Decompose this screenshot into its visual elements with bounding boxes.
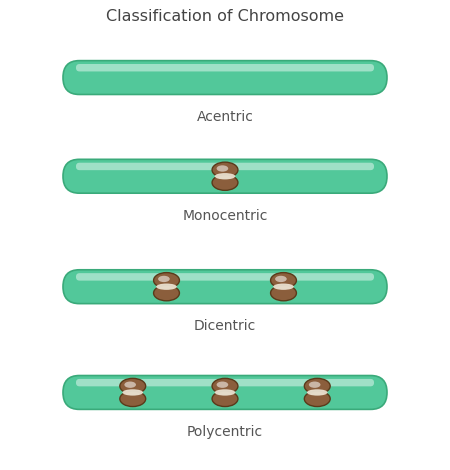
FancyBboxPatch shape xyxy=(76,273,374,281)
Ellipse shape xyxy=(270,285,297,301)
Ellipse shape xyxy=(309,382,320,388)
Ellipse shape xyxy=(304,391,330,407)
Ellipse shape xyxy=(212,162,238,178)
Ellipse shape xyxy=(153,273,180,288)
FancyBboxPatch shape xyxy=(63,159,387,193)
FancyBboxPatch shape xyxy=(76,64,374,71)
FancyBboxPatch shape xyxy=(63,61,387,94)
Ellipse shape xyxy=(212,378,238,394)
Text: Monocentric: Monocentric xyxy=(182,209,268,223)
FancyBboxPatch shape xyxy=(63,270,387,304)
Ellipse shape xyxy=(216,382,228,388)
Ellipse shape xyxy=(212,175,238,190)
Ellipse shape xyxy=(215,173,235,180)
FancyBboxPatch shape xyxy=(76,163,374,170)
Ellipse shape xyxy=(275,276,287,282)
Text: Classification of Chromosome: Classification of Chromosome xyxy=(106,9,344,24)
Ellipse shape xyxy=(158,276,170,282)
Ellipse shape xyxy=(153,285,180,301)
FancyBboxPatch shape xyxy=(63,376,387,409)
Ellipse shape xyxy=(270,273,297,288)
Ellipse shape xyxy=(212,391,238,407)
Ellipse shape xyxy=(216,165,228,172)
Text: Dicentric: Dicentric xyxy=(194,319,256,333)
Ellipse shape xyxy=(124,382,136,388)
Ellipse shape xyxy=(122,389,143,396)
Ellipse shape xyxy=(304,378,330,394)
Ellipse shape xyxy=(215,389,235,396)
Ellipse shape xyxy=(120,391,146,407)
Ellipse shape xyxy=(307,389,328,396)
Ellipse shape xyxy=(273,283,294,290)
FancyBboxPatch shape xyxy=(76,379,374,386)
Text: Acentric: Acentric xyxy=(197,110,253,124)
Text: Polycentric: Polycentric xyxy=(187,425,263,439)
Ellipse shape xyxy=(156,283,177,290)
Ellipse shape xyxy=(120,378,146,394)
